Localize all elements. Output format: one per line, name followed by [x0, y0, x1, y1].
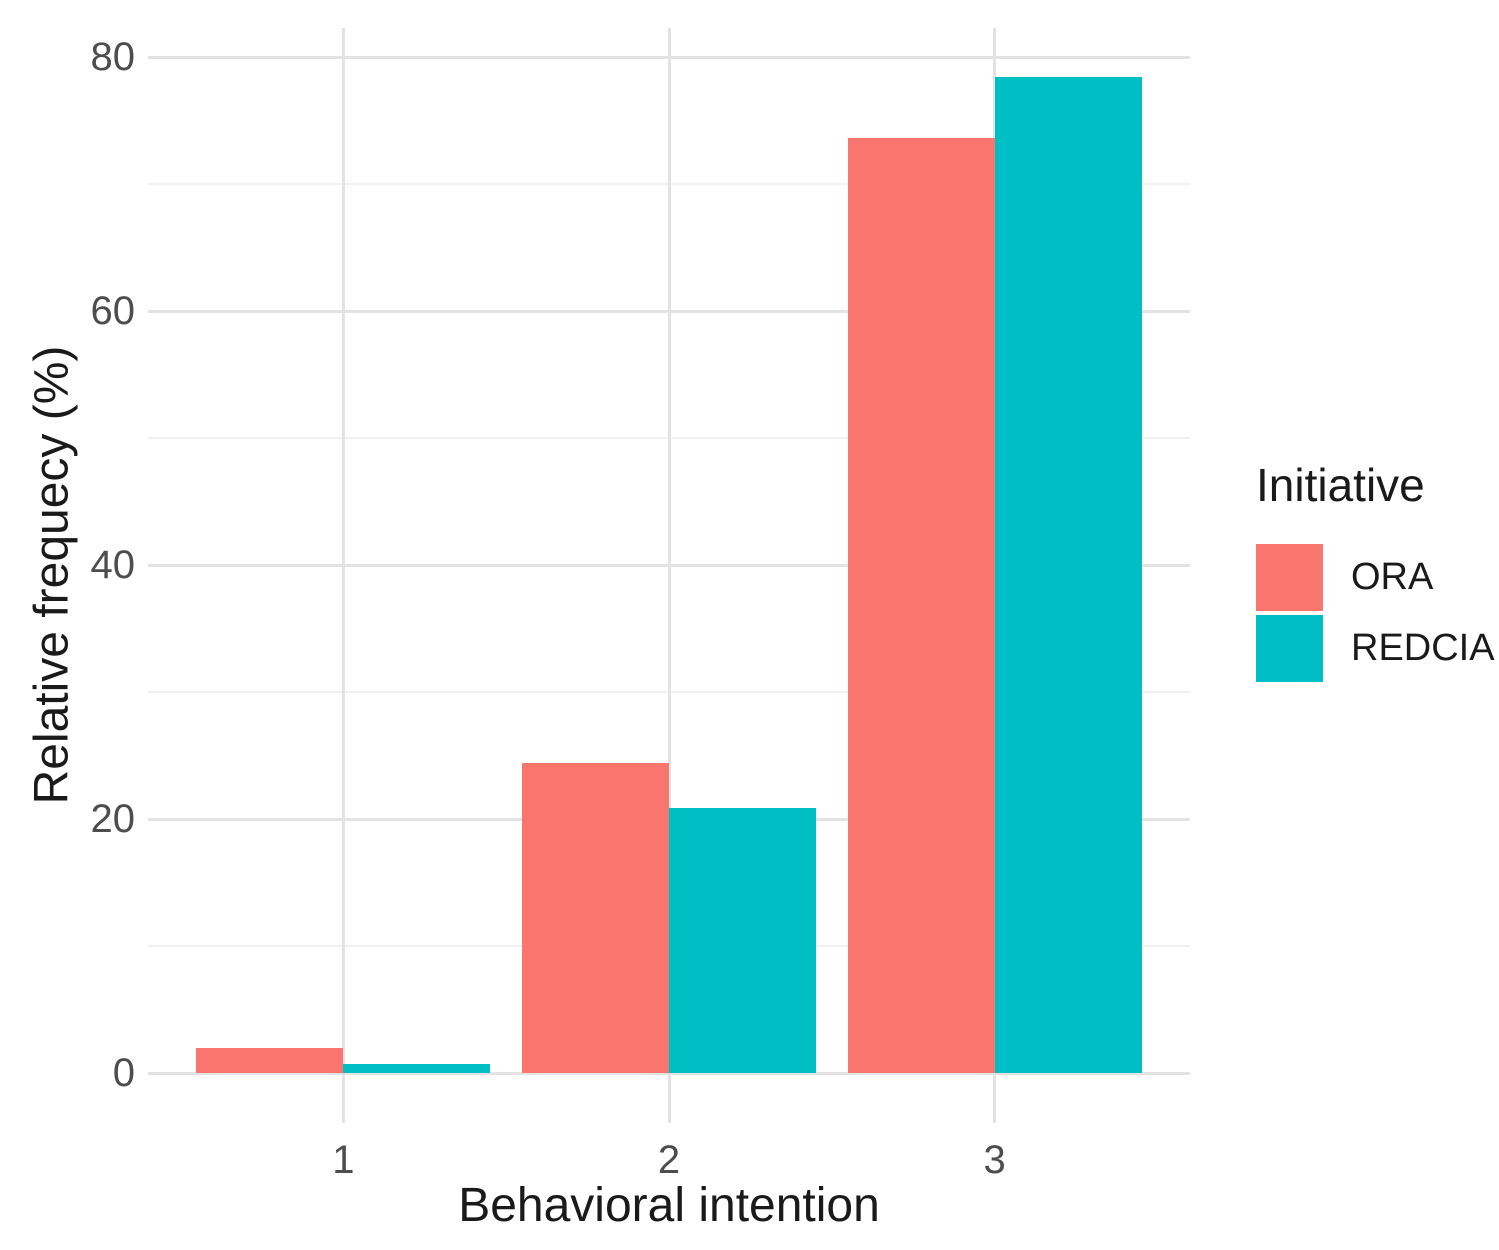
legend-item-redcia: REDCIA: [1256, 615, 1495, 682]
x-tick-label: 3: [983, 1138, 1006, 1182]
y-tick-label: 60: [90, 289, 136, 333]
x-tick-label: 1: [332, 1138, 355, 1182]
bar-redcia-category-1: [343, 1064, 491, 1073]
gridline-vertical-major: [341, 28, 345, 1123]
legend-title: Initiative: [1256, 459, 1425, 511]
bar-ora-category-3: [847, 138, 995, 1073]
x-axis-title: Behavioral intention: [458, 1179, 880, 1232]
legend-label-ora: ORA: [1351, 556, 1434, 598]
bar-ora-category-1: [196, 1047, 344, 1073]
gridline-vertical-major: [667, 28, 671, 1123]
legend-swatch-ora: [1256, 544, 1323, 611]
legend-item-ora: ORA: [1256, 544, 1495, 611]
y-tick-label: 0: [112, 1051, 135, 1095]
bar-ora-category-2: [522, 763, 669, 1073]
x-tick-label: 2: [657, 1138, 681, 1182]
bar-redcia-category-2: [669, 807, 816, 1073]
legend-label-redcia: REDCIA: [1351, 627, 1495, 669]
legend-swatch-redcia: [1256, 615, 1323, 682]
y-tick-label: 40: [90, 543, 136, 587]
plot-panel: [148, 28, 1190, 1123]
legend: Initiative ORA REDCIA: [1256, 458, 1495, 686]
y-tick-label: 80: [90, 35, 136, 79]
y-tick-label: 20: [90, 797, 136, 841]
bar-redcia-category-3: [994, 77, 1142, 1073]
